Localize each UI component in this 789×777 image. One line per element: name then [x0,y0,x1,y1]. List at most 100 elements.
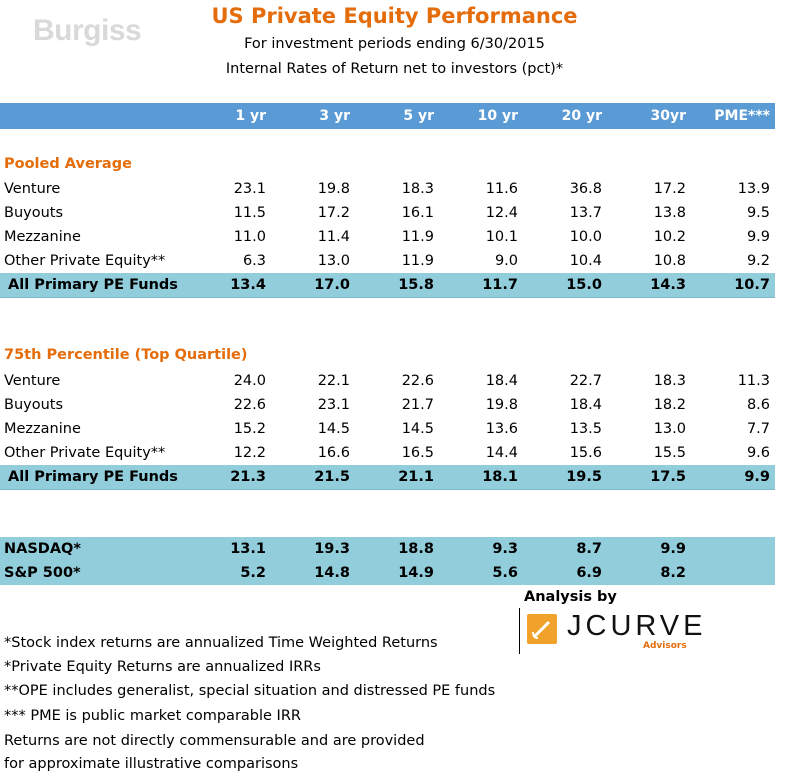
table-row: Other Private Equity** 12.2 16.6 16.5 14… [0,441,775,465]
cell: 14.8 [314,565,350,581]
table-row: Buyouts 11.5 17.2 16.1 12.4 13.7 13.8 9.… [0,201,775,225]
footnote: **OPE includes generalist, special situa… [4,683,496,699]
cell: 11.5 [233,205,266,221]
cell: 18.4 [569,397,602,413]
cell: 11.9 [401,229,434,245]
cell: 9.3 [492,541,518,557]
cell: 13.8 [653,205,686,221]
cell: 9.5 [746,205,770,221]
row-label: Buyouts [4,397,64,413]
cell: 18.3 [401,181,434,197]
cell: 13.5 [569,421,602,437]
table-row: Venture 24.0 22.1 22.6 18.4 22.7 18.3 11… [0,369,775,393]
cell: 22.1 [317,373,350,389]
cell: 11.3 [737,373,770,389]
cell: 18.4 [485,373,518,389]
jcurve-logo [519,608,698,654]
analysis-by-label: Analysis by [524,589,617,605]
cell: 13.0 [653,421,686,437]
cell: 13.0 [317,253,350,269]
column-header-bar: 1 yr 3 yr 5 yr 10 yr 20 yr 30yr PME*** [0,103,775,129]
cell: 9.9 [744,469,770,485]
jcurve-wordmark: JCURVE [567,610,707,642]
cell: 24.0 [233,373,266,389]
subtitle-period: For investment periods ending 6/30/2015 [244,36,545,52]
cell: 5.6 [492,565,518,581]
row-label: Venture [4,181,61,197]
table-row: Venture 23.1 19.8 18.3 11.6 36.8 17.2 13… [0,177,775,201]
col-header-10yr: 10 yr [477,108,518,124]
table-row: Mezzanine 11.0 11.4 11.9 10.1 10.0 10.2 … [0,225,775,249]
page-title: US Private Equity Performance [211,4,578,28]
cell: 36.8 [569,181,602,197]
col-header-20yr: 20 yr [561,108,602,124]
footnote: Returns are not directly commensurable a… [4,733,425,749]
cell: 15.8 [398,277,434,293]
row-label: Other Private Equity** [4,253,166,269]
row-label: Mezzanine [4,229,81,245]
cell: 19.3 [314,541,350,557]
subtitle-irr: Internal Rates of Return net to investor… [225,61,564,77]
cell: 15.0 [566,277,602,293]
row-label: Venture [4,373,61,389]
col-header-1yr: 1 yr [235,108,266,124]
jcurve-mark-icon [527,614,557,644]
cell: 17.0 [314,277,350,293]
cell: 7.7 [746,421,770,437]
cell: 13.6 [485,421,518,437]
row-label: NASDAQ* [4,541,81,557]
cell: 10.0 [569,229,602,245]
cell: 16.5 [401,445,434,461]
cell: 17.5 [650,469,686,485]
row-label: All Primary PE Funds [8,277,178,293]
cell: 8.6 [746,397,770,413]
cell: 17.2 [317,205,350,221]
cell: 18.8 [398,541,434,557]
cell: 5.2 [240,565,266,581]
index-row-sp500: S&P 500* 5.2 14.8 14.9 5.6 6.9 8.2 [0,561,775,585]
cell: 11.6 [485,181,518,197]
cell: 21.7 [401,397,434,413]
cell: 14.5 [401,421,434,437]
cell: 11.7 [482,277,518,293]
cell: 21.1 [398,469,434,485]
cell: 14.5 [317,421,350,437]
cell: 22.6 [233,397,266,413]
table-row: Other Private Equity** 6.3 13.0 11.9 9.0… [0,249,775,273]
cell: 12.4 [485,205,518,221]
cell: 9.0 [494,253,518,269]
cell: 19.8 [485,397,518,413]
cell: 6.3 [242,253,266,269]
cell: 11.0 [233,229,266,245]
cell: 21.3 [230,469,266,485]
cell: 6.9 [576,565,602,581]
cell: 8.7 [576,541,602,557]
col-header-30yr: 30yr [650,108,686,124]
cell: 9.9 [660,541,686,557]
cell: 13.1 [230,541,266,557]
cell: 13.7 [569,205,602,221]
cell: 21.5 [314,469,350,485]
cell: 10.2 [653,229,686,245]
row-label: Mezzanine [4,421,81,437]
row-label: Buyouts [4,205,64,221]
footnote: *** PME is public market comparable IRR [4,708,301,724]
table-row: Mezzanine 15.2 14.5 14.5 13.6 13.5 13.0 … [0,417,775,441]
col-header-5yr: 5 yr [403,108,434,124]
footnote: *Stock index returns are annualized Time… [4,635,438,651]
cell: 19.8 [317,181,350,197]
cell: 18.3 [653,373,686,389]
cell: 17.2 [653,181,686,197]
cell [700,561,770,585]
jcurve-subtitle: Advisors [643,641,687,651]
index-row-nasdaq: NASDAQ* 13.1 19.3 18.8 9.3 8.7 9.9 [0,537,775,561]
cell: 19.5 [566,469,602,485]
cell: 15.2 [233,421,266,437]
table-row: Buyouts 22.6 23.1 21.7 19.8 18.4 18.2 8.… [0,393,775,417]
col-header-3yr: 3 yr [319,108,350,124]
row-label: Other Private Equity** [4,445,166,461]
cell: 14.9 [398,565,434,581]
cell: 18.1 [482,469,518,485]
cell: 10.8 [653,253,686,269]
cell: 16.1 [401,205,434,221]
